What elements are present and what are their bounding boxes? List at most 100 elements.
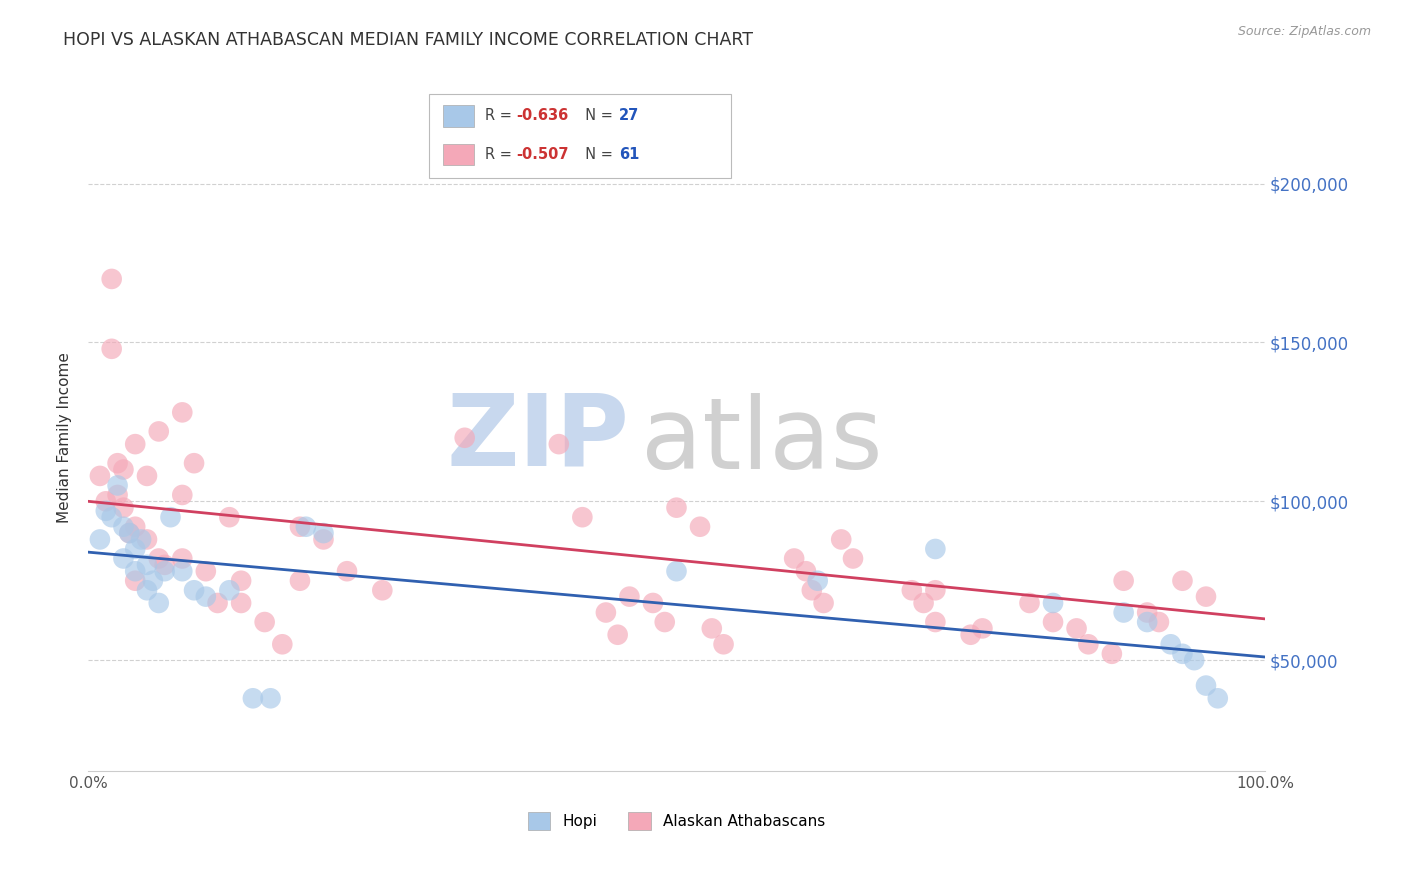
Point: [148, 596, 170, 610]
Point: [1112, 606, 1135, 620]
Point: [124, 574, 146, 588]
Point: [229, 574, 252, 588]
Point: [89, 533, 111, 547]
Text: -0.636: -0.636: [516, 109, 568, 123]
Point: [148, 551, 170, 566]
Point: [94, 494, 117, 508]
Text: HOPI VS ALASKAN ATHABASCAN MEDIAN FAMILY INCOME CORRELATION CHART: HOPI VS ALASKAN ATHABASCAN MEDIAN FAMILY…: [63, 31, 754, 49]
Point: [89, 469, 111, 483]
Point: [295, 520, 318, 534]
Point: [136, 583, 159, 598]
Point: [288, 520, 311, 534]
Y-axis label: Median Family Income: Median Family Income: [58, 352, 72, 524]
Point: [112, 500, 135, 515]
Point: [547, 437, 569, 451]
Text: -0.507: -0.507: [516, 147, 568, 161]
Point: [924, 615, 946, 629]
Text: atlas: atlas: [641, 392, 883, 490]
Point: [107, 456, 129, 470]
Point: [129, 533, 152, 547]
Text: 27: 27: [619, 109, 638, 123]
Point: [665, 500, 688, 515]
Point: [1042, 615, 1064, 629]
Point: [1195, 590, 1218, 604]
Point: [194, 564, 217, 578]
Point: [595, 606, 617, 620]
Point: [959, 628, 981, 642]
Legend: Hopi, Alaskan Athabascans: Hopi, Alaskan Athabascans: [527, 812, 825, 830]
Point: [94, 504, 117, 518]
Point: [118, 526, 141, 541]
Point: [100, 342, 122, 356]
Point: [700, 621, 723, 635]
Text: 61: 61: [619, 147, 638, 161]
Point: [336, 564, 359, 578]
Point: [371, 583, 394, 598]
Point: [100, 272, 122, 286]
Point: [153, 558, 176, 572]
Point: [229, 596, 252, 610]
Point: [800, 583, 823, 598]
Point: [259, 691, 281, 706]
Point: [136, 533, 159, 547]
Point: [112, 551, 135, 566]
Point: [1077, 637, 1099, 651]
Point: [153, 564, 176, 578]
Point: [1195, 679, 1218, 693]
Point: [107, 478, 129, 492]
Text: Source: ZipAtlas.com: Source: ZipAtlas.com: [1237, 25, 1371, 38]
Point: [924, 583, 946, 598]
Point: [842, 551, 865, 566]
Point: [813, 596, 835, 610]
Point: [218, 583, 240, 598]
Point: [172, 405, 194, 419]
Point: [1136, 615, 1159, 629]
Point: [654, 615, 676, 629]
Point: [124, 541, 146, 556]
Point: [112, 520, 135, 534]
Point: [112, 462, 135, 476]
Point: [183, 583, 205, 598]
Point: [288, 574, 311, 588]
Point: [665, 564, 688, 578]
Point: [124, 520, 146, 534]
Point: [118, 526, 141, 541]
Point: [136, 469, 159, 483]
Point: [1171, 647, 1194, 661]
Text: N =: N =: [576, 147, 619, 161]
Point: [1136, 606, 1159, 620]
Point: [689, 520, 711, 534]
Point: [901, 583, 924, 598]
Point: [124, 437, 146, 451]
Point: [1160, 637, 1182, 651]
Point: [142, 574, 165, 588]
Point: [641, 596, 664, 610]
Point: [1182, 653, 1205, 667]
Point: [207, 596, 229, 610]
Point: [1206, 691, 1229, 706]
Point: [1101, 647, 1123, 661]
Point: [794, 564, 817, 578]
Point: [183, 456, 205, 470]
Point: [172, 551, 194, 566]
Point: [172, 488, 194, 502]
Point: [924, 541, 946, 556]
Text: R =: R =: [485, 147, 516, 161]
Text: N =: N =: [576, 109, 619, 123]
Point: [1066, 621, 1088, 635]
Point: [124, 564, 146, 578]
Point: [830, 533, 852, 547]
Point: [912, 596, 935, 610]
Point: [194, 590, 217, 604]
Point: [107, 488, 129, 502]
Point: [783, 551, 806, 566]
Text: R =: R =: [485, 109, 516, 123]
Point: [619, 590, 641, 604]
Point: [454, 431, 477, 445]
Point: [253, 615, 276, 629]
Point: [1171, 574, 1194, 588]
Point: [312, 533, 335, 547]
Point: [148, 425, 170, 439]
Point: [136, 558, 159, 572]
Point: [1042, 596, 1064, 610]
